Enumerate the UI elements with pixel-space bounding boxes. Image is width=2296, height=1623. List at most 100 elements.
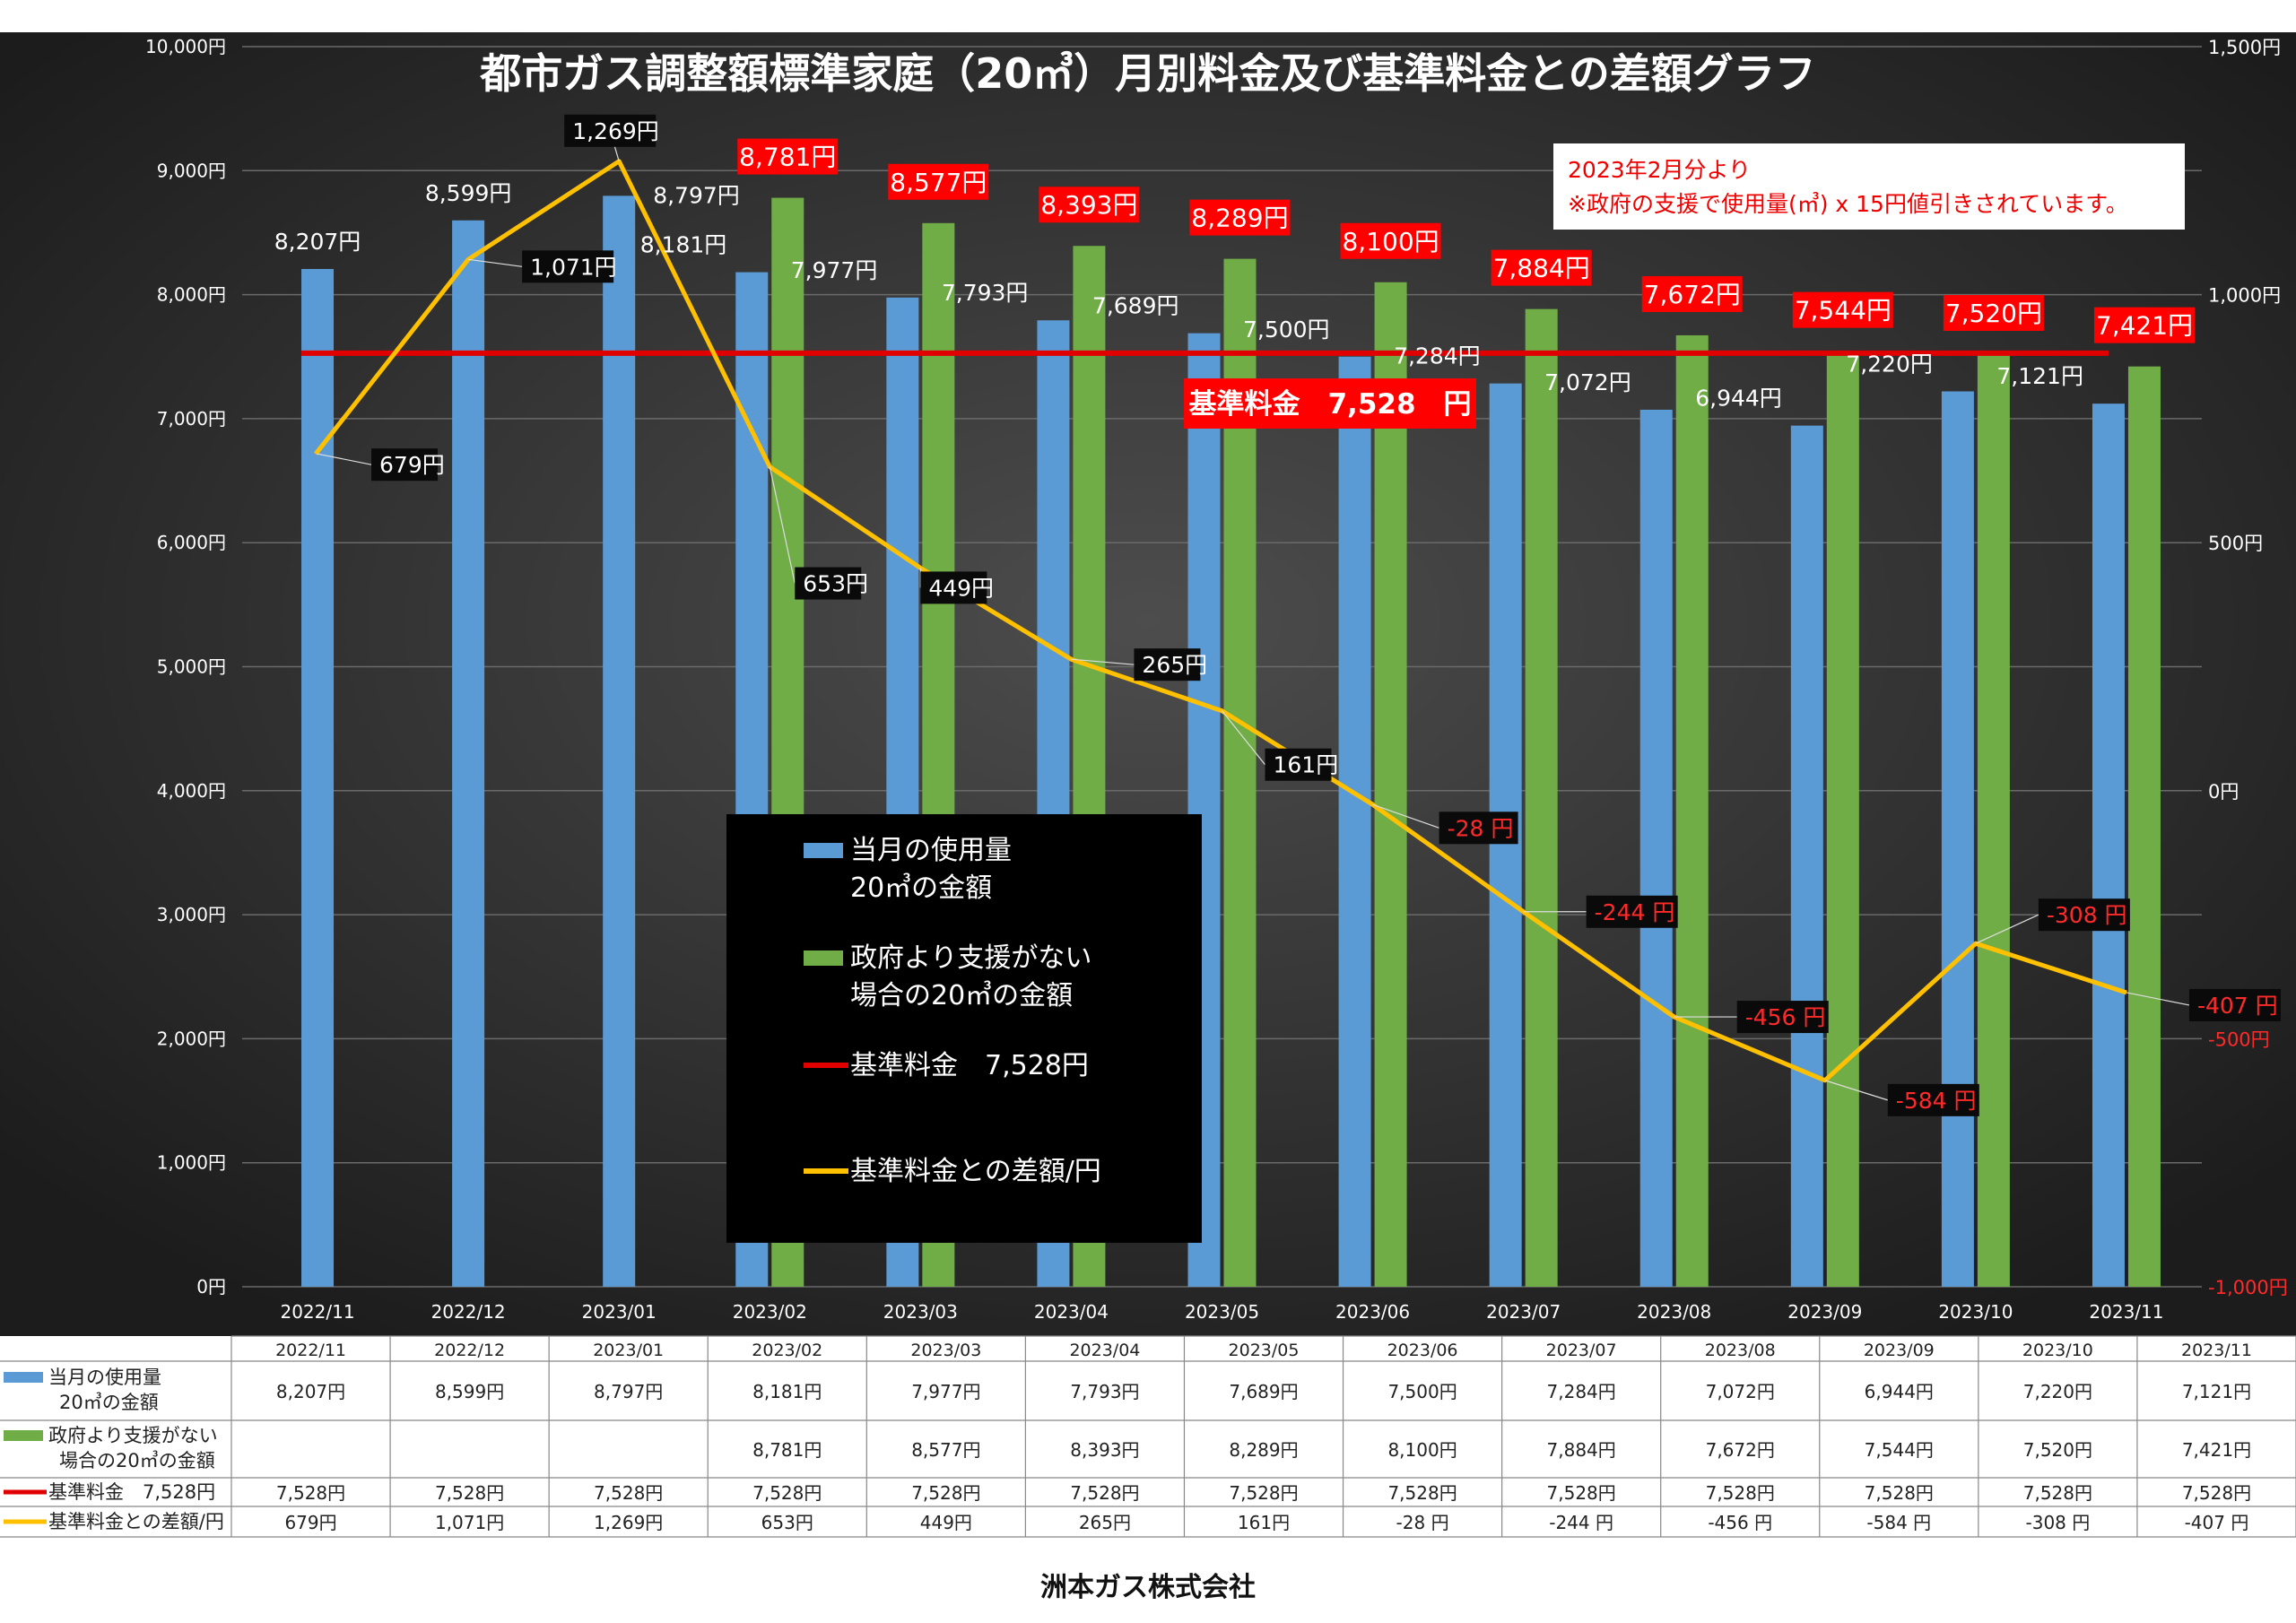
note-box — [1553, 143, 2185, 230]
right-tick-label: 1,000円 — [2208, 285, 2281, 307]
table-cell: 7,528円 — [2023, 1482, 2092, 1504]
no-support-label-box — [1641, 275, 1743, 312]
table-cell: 6,944円 — [1865, 1381, 1934, 1402]
usage-value-label: 7,121円 — [1996, 363, 2083, 389]
legend-swatch — [804, 843, 843, 858]
diff-label-box — [920, 571, 987, 604]
diff-label-box — [795, 567, 862, 600]
left-tick-label: 5,000円 — [157, 656, 226, 678]
table-cell: 7,500円 — [1387, 1381, 1457, 1402]
diff-label-box — [371, 448, 439, 482]
table-cell: -407 円 — [2185, 1512, 2249, 1533]
legend-label: 政府より支援がない — [850, 942, 1091, 974]
table-cell: 7,528円 — [1070, 1482, 1139, 1504]
right-tick-label: -500円 — [2208, 1028, 2270, 1050]
table-cell: 7,528円 — [1547, 1482, 1616, 1504]
x-tick-label: 2022/11 — [280, 1301, 354, 1323]
leader-line — [2126, 992, 2190, 1006]
bar-no-support — [2127, 366, 2161, 1288]
no-support-label-box — [1943, 294, 2044, 331]
legend-label: 20㎥の金額 — [850, 872, 992, 904]
leader-line — [769, 466, 796, 584]
bar-usage — [2092, 404, 2125, 1287]
table-swatch — [4, 1430, 43, 1441]
table-cell: 7,544円 — [1865, 1439, 1934, 1461]
table-cell: 1,269円 — [594, 1512, 663, 1533]
diff-value-label: 679円 — [379, 452, 445, 478]
legend-label: 基準料金との差額/円 — [850, 1156, 1101, 1187]
table-cell: 449円 — [920, 1512, 972, 1533]
table-cell: 8,207円 — [276, 1381, 345, 1402]
bar-usage — [603, 195, 636, 1288]
no-support-label-box — [1189, 199, 1291, 236]
diff-value-label: 653円 — [803, 571, 868, 597]
no-support-label-box — [737, 138, 839, 175]
base-rate-label: 基準料金 7,528 円 — [1188, 388, 1471, 421]
table-row-label: 場合の20㎥の金額 — [59, 1450, 215, 1471]
diff-label-box — [1586, 895, 1678, 928]
table-cell: 7,793円 — [1070, 1381, 1139, 1402]
table-row-label: 20㎥の金額 — [59, 1392, 159, 1413]
leader-line — [1222, 710, 1265, 766]
x-tick-label: 2023/11 — [2089, 1301, 2163, 1323]
x-tick-label: 2023/10 — [1938, 1301, 2013, 1323]
diff-value-label: 161円 — [1274, 752, 1339, 778]
no-support-value-label: 7,672円 — [1644, 280, 1741, 309]
leader-line — [317, 453, 372, 465]
diff-label-box — [1736, 1001, 1829, 1034]
legend-label: 場合の20㎥の金額 — [850, 980, 1073, 1011]
table-cell: 8,781円 — [752, 1439, 822, 1461]
no-support-label-box — [1491, 249, 1592, 286]
legend-swatch — [804, 950, 843, 966]
chart-title: 都市ガス調整額標準家庭（20㎥）月別料金及び基準料金との差額グラフ — [479, 49, 1816, 98]
bar-usage — [452, 220, 485, 1287]
x-tick-label: 2023/03 — [883, 1301, 958, 1323]
right-tick-label: 0円 — [2208, 781, 2239, 803]
no-support-label-box — [1792, 291, 1893, 328]
bar-no-support — [1977, 353, 2010, 1287]
usage-value-label: 8,207円 — [274, 229, 361, 255]
table-cell: 7,528円 — [752, 1482, 822, 1504]
table-header: 2023/10 — [2022, 1341, 2093, 1360]
table-header: 2023/06 — [1387, 1341, 1458, 1360]
legend-label: 基準料金 7,528円 — [850, 1050, 1089, 1081]
x-tick-label: 2023/07 — [1486, 1301, 1561, 1323]
table-header: 2022/11 — [275, 1341, 346, 1360]
table-cell: 8,393円 — [1070, 1439, 1139, 1461]
diff-value-label: -407 円 — [2197, 993, 2278, 1019]
left-tick-label: 2,000円 — [157, 1028, 226, 1049]
table-cell: 265円 — [1079, 1512, 1131, 1533]
usage-value-label: 7,500円 — [1243, 317, 1330, 343]
diff-value-label: -28 円 — [1448, 815, 1514, 841]
table-cell: -244 円 — [1549, 1512, 1613, 1533]
table-cell: -456 円 — [1708, 1512, 1772, 1533]
table-cell: 8,289円 — [1229, 1439, 1298, 1461]
right-tick-label: -1,000円 — [2208, 1277, 2288, 1298]
left-tick-label: 4,000円 — [157, 780, 226, 802]
diff-value-label: -584 円 — [1896, 1088, 1977, 1114]
left-tick-label: 9,000円 — [157, 160, 226, 181]
table-cell: 8,577円 — [911, 1439, 980, 1461]
table-cell: 1,071円 — [435, 1512, 504, 1533]
right-tick-label: 1,500円 — [2208, 37, 2281, 58]
no-support-label-box — [2093, 307, 2195, 343]
diff-label-box — [1887, 1083, 1979, 1116]
bar-no-support — [1675, 334, 1709, 1287]
table-swatch — [4, 1372, 43, 1383]
x-tick-label: 2023/02 — [733, 1301, 807, 1323]
table-cell: 8,797円 — [594, 1381, 663, 1402]
table-row-label: 政府より支援がない — [48, 1425, 218, 1446]
no-support-label-box — [1039, 187, 1140, 223]
bar-usage — [1941, 391, 1974, 1287]
table-row-label: 基準料金との差額/円 — [48, 1511, 224, 1532]
bar-no-support — [1374, 282, 1407, 1287]
table-row-label: 当月の使用量 — [48, 1367, 161, 1388]
left-tick-label: 0円 — [196, 1276, 226, 1298]
x-tick-label: 2022/12 — [431, 1301, 506, 1323]
diff-value-label: 449円 — [928, 575, 994, 601]
table-header: 2023/07 — [1546, 1341, 1617, 1360]
left-tick-label: 8,000円 — [157, 284, 226, 306]
x-tick-label: 2023/04 — [1034, 1301, 1109, 1323]
note-text: 2023年2月分より — [1568, 157, 1751, 183]
